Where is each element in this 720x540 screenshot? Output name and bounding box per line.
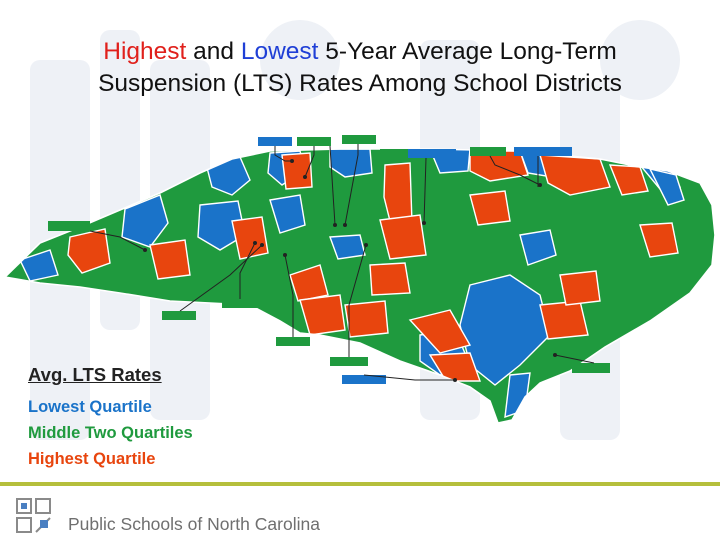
callout-bar-middle [330, 357, 368, 366]
legend-item-highest: Highest Quartile [28, 450, 156, 468]
legend-item-lowest: Lowest Quartile [28, 398, 152, 416]
callout-labels [48, 135, 610, 384]
callout-bar-lowest [514, 147, 572, 156]
callout-bar-middle [572, 363, 610, 373]
state-outline [3, 148, 716, 424]
district-highest [408, 309, 472, 354]
title-lowest: Lowest [240, 38, 319, 65]
footer-org-name: Public Schools of North Carolina [68, 514, 320, 534]
district-highest [369, 262, 411, 296]
callout-leader-lines [89, 144, 595, 381]
district-lowest [329, 234, 366, 260]
title-highest: Highest [103, 38, 187, 65]
callout-bar-lowest [408, 149, 456, 158]
callout-bar-middle [342, 135, 376, 144]
district-lowest [19, 249, 59, 282]
callout-bar-middle [48, 221, 90, 231]
district-highest [299, 294, 346, 336]
district-lowest [519, 229, 557, 266]
callout-bar-lowest [258, 137, 292, 146]
district-lowest [648, 167, 685, 206]
district-highest [639, 222, 679, 258]
nc-dpi-logo [16, 498, 51, 533]
district-highest [428, 352, 481, 382]
district-highest [539, 300, 589, 340]
district-lowest [197, 200, 246, 251]
district-highest [67, 228, 111, 274]
district-highest [149, 239, 191, 280]
district-lowest [269, 194, 306, 234]
nc-district-map [3, 135, 716, 424]
district-highest [344, 300, 389, 338]
district-highest [231, 216, 269, 260]
footer-accent-bar [0, 482, 720, 486]
district-highest [379, 214, 427, 260]
callout-bar-middle [380, 149, 414, 158]
title-rest: 5-Year Average Long-Term [318, 38, 617, 65]
district-lowest [329, 149, 373, 178]
callout-bar-middle [276, 337, 310, 346]
title-line-1: Highest and Lowest 5-Year Average Long-T… [0, 36, 720, 68]
map-legend: Avg. LTS Rates Lowest Quartile Middle Tw… [28, 364, 193, 472]
callout-bar-lowest [342, 375, 386, 384]
title-and: and [186, 38, 241, 65]
callout-dots [143, 159, 557, 382]
title-line-2: Suspension (LTS) Rates Among School Dist… [98, 70, 622, 97]
legend-title: Avg. LTS Rates [28, 364, 162, 385]
district-highest [608, 164, 649, 196]
callout-bar-middle [470, 147, 506, 156]
district-highest [281, 152, 313, 190]
callout-bar-middle [297, 137, 331, 146]
district-highest [289, 264, 329, 302]
page-title: Highest and Lowest 5-Year Average Long-T… [0, 36, 720, 100]
district-highest [469, 190, 511, 226]
district-lowest [121, 194, 169, 248]
district-highest [559, 270, 601, 306]
legend-item-middle: Middle Two Quartiles [28, 424, 193, 442]
callout-bar-middle [162, 311, 196, 320]
callout-bar-middle [222, 299, 260, 308]
